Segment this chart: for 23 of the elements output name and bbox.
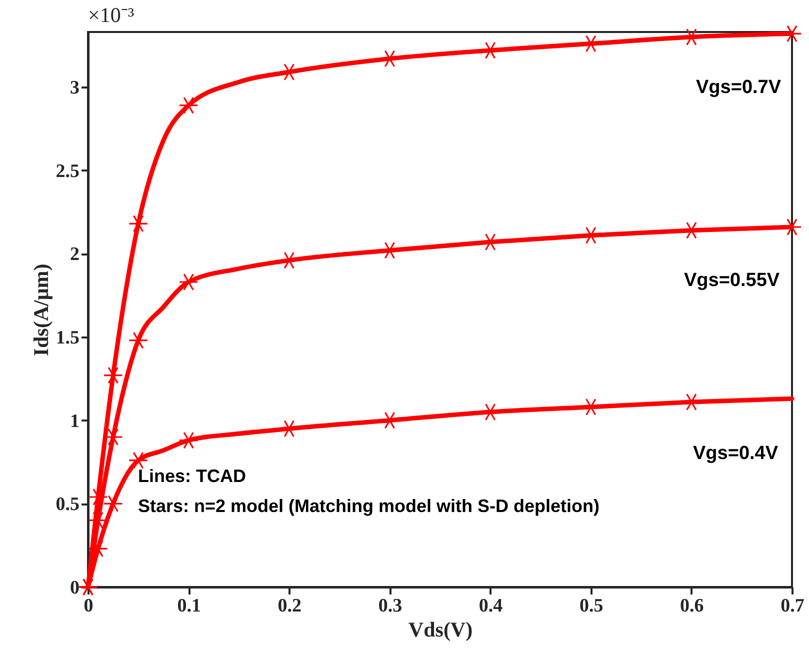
x-tick-label: 0.5 (579, 596, 604, 616)
y-tick-label: 1.5 (56, 328, 80, 348)
x-tick-label: 0 (84, 596, 94, 616)
y-axis-title: Ids(A/μm) (28, 264, 53, 356)
x-tick-label: 0.3 (378, 596, 402, 616)
y-tick-label: 0.5 (56, 494, 80, 516)
annotation: Stars: n=2 model (Matching model with S-D depletion) (138, 496, 600, 516)
y-tick-label: 2 (70, 244, 80, 266)
y-tick-label: 3 (70, 78, 80, 98)
x-tick-label: 0.2 (278, 596, 302, 616)
x-tick-label: 0.7 (780, 596, 805, 616)
y-tick-label: 2.5 (56, 160, 80, 182)
y-tick-label: 1 (70, 410, 80, 432)
x-tick-label: 0.4 (478, 596, 504, 616)
annotation: Lines: TCAD (138, 466, 246, 486)
text: ×10⁻³ (88, 3, 134, 27)
x-axis-title: Vds(V) (408, 618, 473, 642)
annotation: Vgs=0.7V (696, 77, 782, 98)
x-tick-label: 0.6 (680, 596, 704, 616)
x-tick-label: 0.1 (177, 596, 201, 616)
annotation: Vgs=0.55V (684, 270, 780, 291)
y-tick-label: 0 (70, 578, 80, 598)
annotation: Vgs=0.4V (693, 443, 778, 464)
